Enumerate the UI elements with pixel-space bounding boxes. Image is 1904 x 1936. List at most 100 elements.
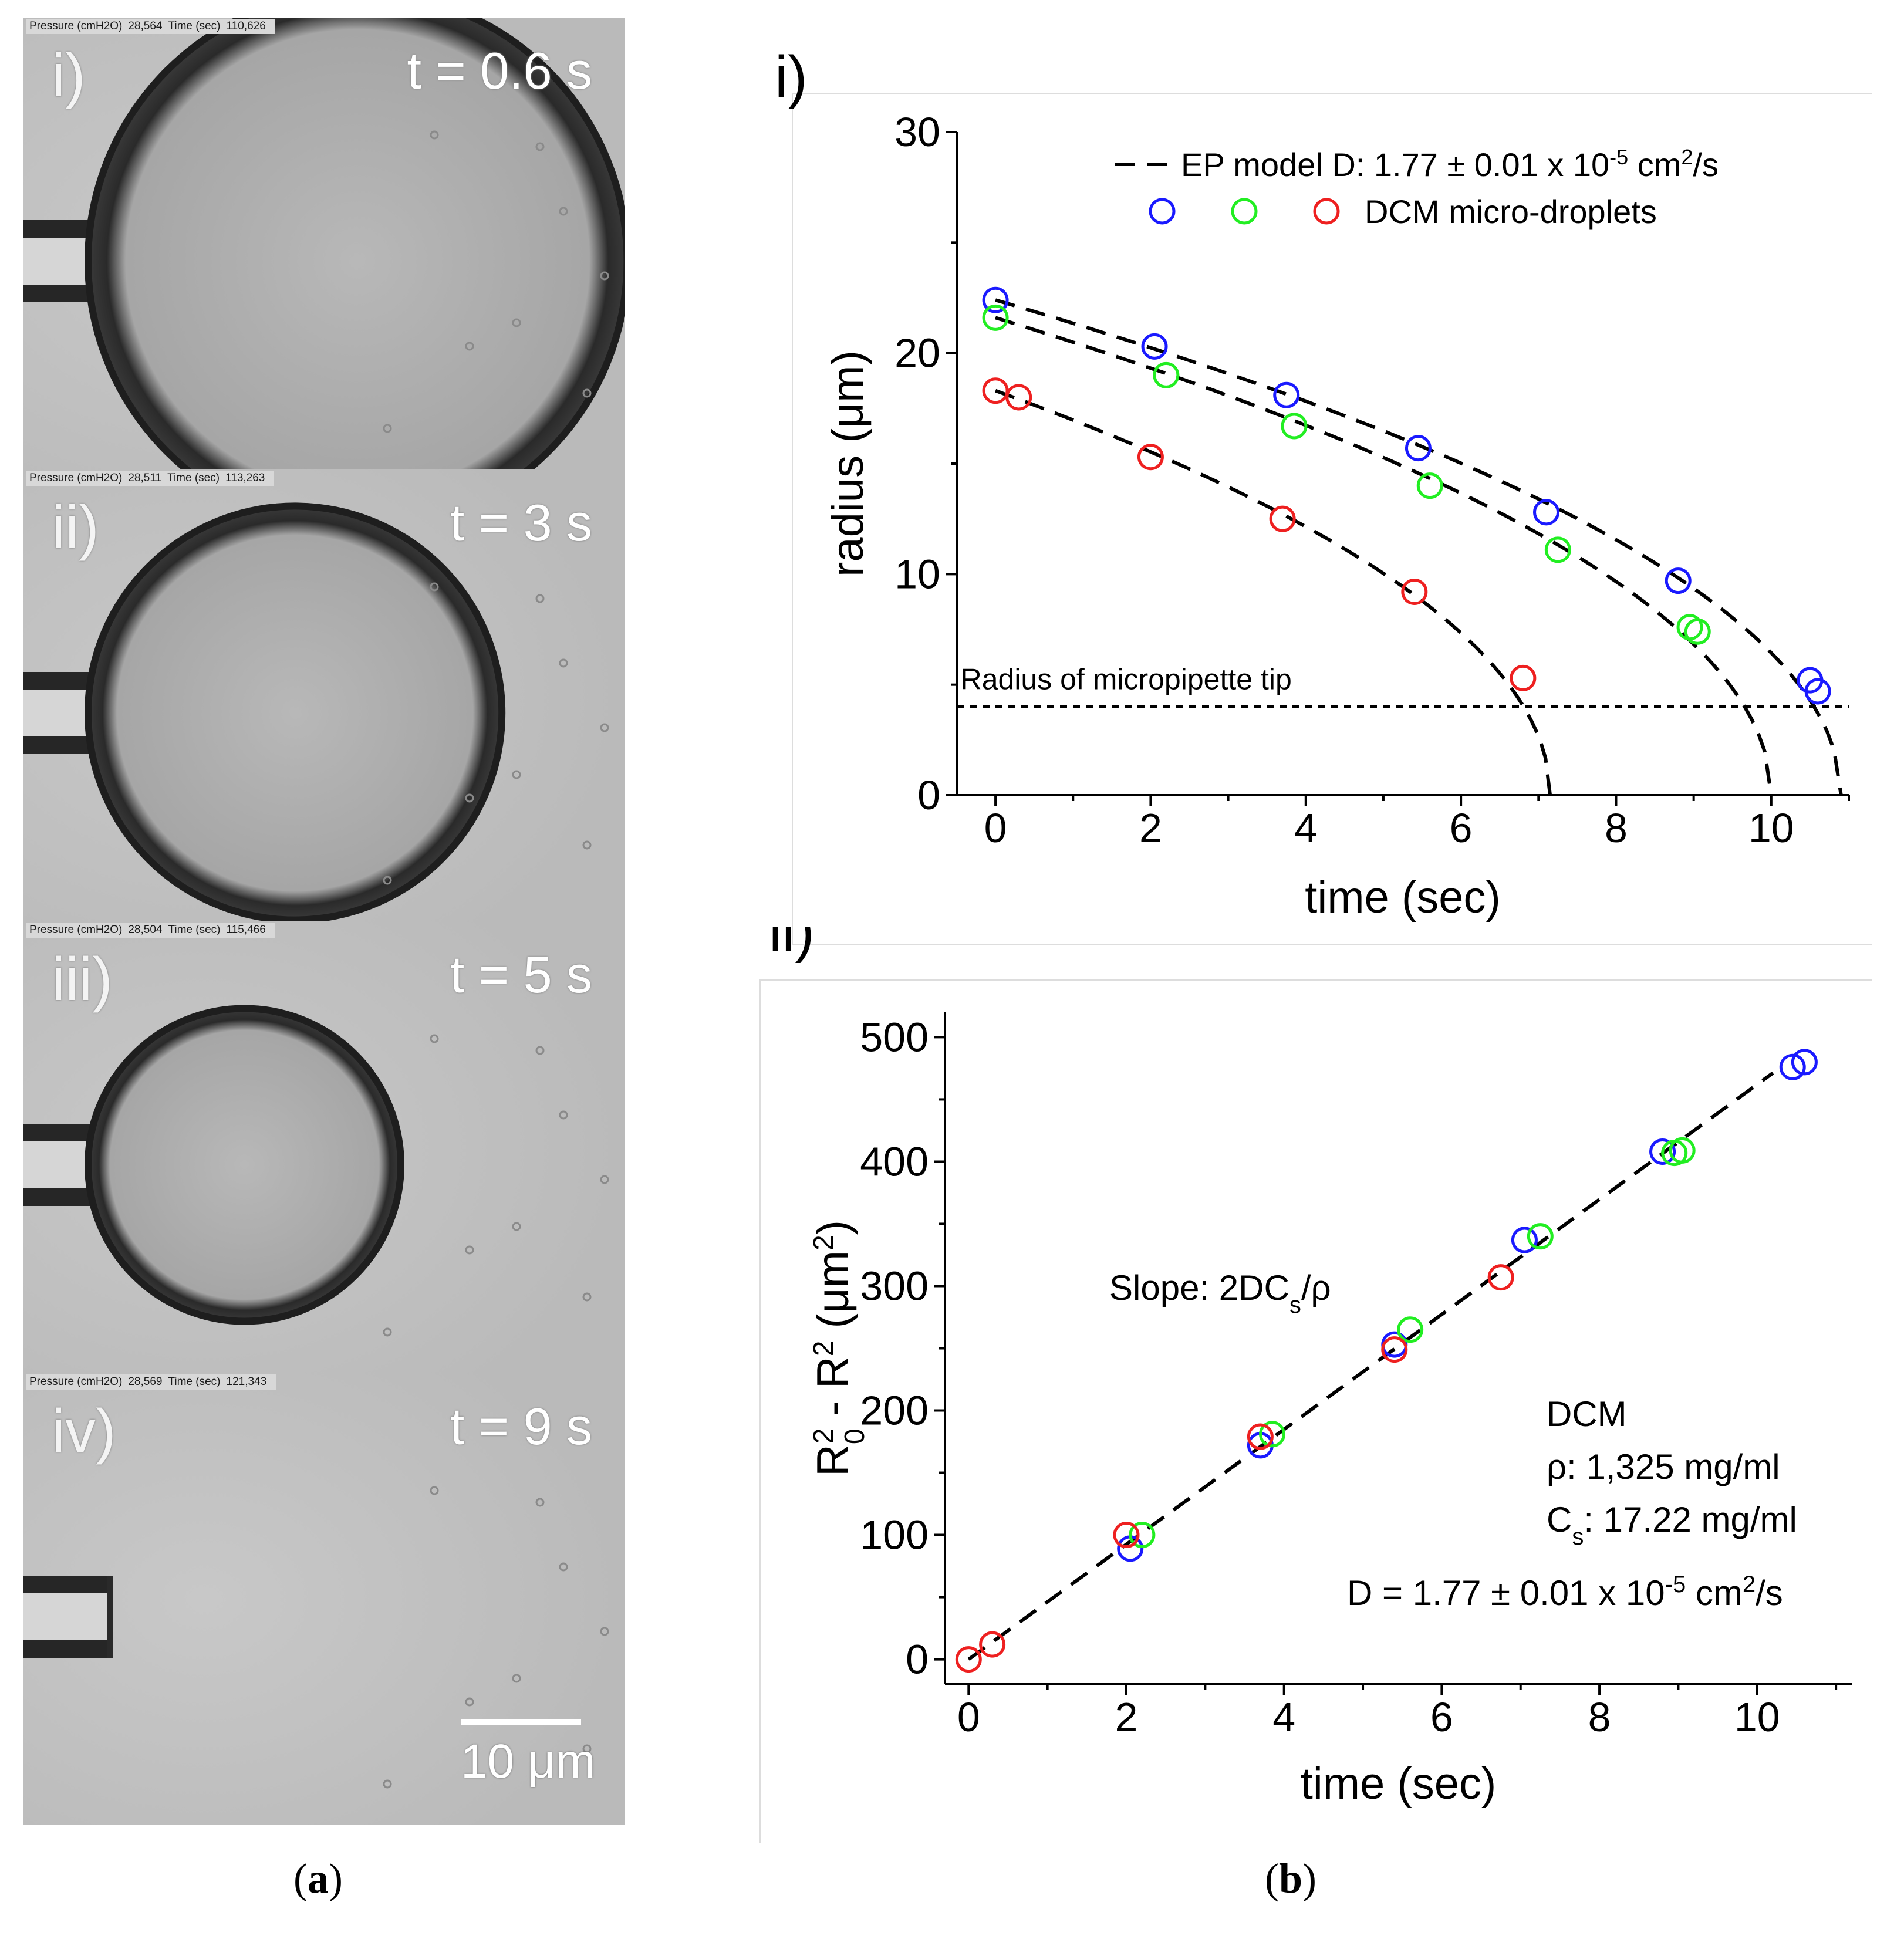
readout-time-label: Time (sec) <box>168 20 221 32</box>
micrograph-image <box>23 469 625 921</box>
debris-particle <box>465 1245 474 1255</box>
data-point <box>1141 333 1168 360</box>
y-tick-label: 500 <box>860 1014 929 1060</box>
data-point <box>1269 505 1296 532</box>
data-point <box>1684 618 1711 645</box>
data-point <box>982 304 1009 331</box>
readout-pressure-label: Pressure (cmH2O) <box>29 924 123 936</box>
debris-particle <box>383 424 392 433</box>
acquisition-readout: Pressure (cmH2O) 28,504 Time (sec) 115,466 <box>26 923 275 938</box>
data-point <box>1511 1227 1538 1253</box>
debris-particle <box>430 1486 439 1495</box>
y-axis-label: radius (μm) <box>823 350 873 577</box>
x-tick-label: 2 <box>1139 805 1162 851</box>
series-red <box>982 377 1537 691</box>
data-point <box>1281 413 1308 440</box>
micrograph-frame: Pressure (cmH2O) 28,564 Time (sec) 110,626 i… <box>23 18 625 469</box>
data-point <box>1247 1423 1274 1450</box>
data-point <box>1113 1522 1140 1549</box>
y-tick-label: 0 <box>906 1637 929 1682</box>
y-tick-label: 0 <box>917 772 940 818</box>
debris-particle <box>383 1779 392 1789</box>
acquisition-readout: Pressure (cmH2O) 28,564 Time (sec) 110,626 <box>26 19 275 34</box>
x-tick-label: 4 <box>1294 805 1317 851</box>
x-axis-label: time (sec) <box>1301 1759 1497 1809</box>
caption-b-letter: b <box>1278 1855 1303 1902</box>
info-solvent: DCM <box>1547 1394 1627 1434</box>
data-point <box>1544 536 1571 563</box>
legend-marker-green <box>1231 198 1258 225</box>
linear-fit-line <box>967 1071 1774 1661</box>
frame-label: i) <box>52 42 86 110</box>
series-green <box>1129 1137 1696 1549</box>
micropipette-lumen <box>23 1593 112 1640</box>
data-point <box>1137 444 1164 471</box>
radius-vs-time-chart: 0 2 4 6 8 10 0 10 20 30 i) Radius of micropipette t… <box>775 44 1872 945</box>
data-point <box>1416 472 1443 499</box>
x-axis-label: time (sec) <box>1305 873 1501 923</box>
readout-time-label: Time (sec) <box>168 1376 221 1388</box>
debris-particle <box>600 1627 609 1636</box>
data-point <box>1804 678 1831 705</box>
readout-pressure-label: Pressure (cmH2O) <box>29 1376 123 1388</box>
frame-time-label: t = 3 s <box>450 494 592 552</box>
x-tick-label: 0 <box>984 805 1007 851</box>
x-tick-label: 2 <box>1115 1694 1138 1740</box>
legend-model-text: EP model D: 1.77 ± 0.01 x 10-5 cm2/s <box>1181 145 1719 184</box>
debris-particle <box>559 207 568 216</box>
data-point <box>1649 1138 1676 1165</box>
frame-label: iv) <box>52 1397 116 1465</box>
droplet <box>85 1005 404 1325</box>
data-point <box>1533 499 1560 526</box>
data-point <box>1129 1522 1156 1549</box>
data-point <box>1791 1049 1818 1076</box>
legend-marker-blue <box>1149 198 1176 225</box>
readout-time-value: 113,263 <box>225 472 265 484</box>
readout-time-label: Time (sec) <box>168 924 221 936</box>
data-point <box>1273 381 1300 408</box>
data-point <box>1153 361 1180 388</box>
series-red <box>955 1264 1514 1673</box>
y-tick-label: 100 <box>860 1512 929 1558</box>
debris-particle <box>430 1034 439 1043</box>
data-point <box>1487 1264 1514 1291</box>
debris-particle <box>512 1674 521 1683</box>
readout-time-value: 110,626 <box>226 20 266 32</box>
y-tick-label: 30 <box>894 109 940 155</box>
threshold-label: Radius of micropipette tip <box>961 663 1292 695</box>
micropipette-wall <box>23 1576 112 1593</box>
debris-particle <box>383 876 392 885</box>
frame-time-label: t = 0.6 s <box>407 42 592 100</box>
y-tick-label: 400 <box>860 1138 929 1184</box>
readout-pressure-value: 28,564 <box>128 20 163 32</box>
x-tick-label: 10 <box>1748 805 1794 851</box>
image-background <box>23 1373 625 1825</box>
debris-particle <box>512 318 521 327</box>
readout-time-label: Time (sec) <box>167 472 220 484</box>
debris-particle <box>535 594 545 603</box>
droplet <box>85 502 506 921</box>
debris-particle <box>600 271 609 281</box>
debris-particle <box>559 658 568 668</box>
x-tick-label: 8 <box>1605 805 1628 851</box>
debris-particle <box>582 1292 592 1302</box>
y-axis-label: R02 - R2 (μm2) <box>808 1220 870 1477</box>
droplet <box>85 18 625 469</box>
legend-series-text: DCM micro-droplets <box>1365 193 1657 230</box>
data-point <box>1665 567 1692 594</box>
debris-particle <box>430 130 439 140</box>
data-point <box>955 1646 982 1673</box>
debris-particle <box>430 582 439 592</box>
data-point <box>982 286 1009 313</box>
debris-particle <box>465 793 474 803</box>
model-fit-curve <box>995 298 1843 796</box>
caption-b: (b) <box>1265 1855 1317 1902</box>
readout-pressure-value: 28,569 <box>128 1376 163 1388</box>
debris-particle <box>582 840 592 850</box>
x-tick-label: 4 <box>1272 1694 1295 1740</box>
readout-pressure-value: 28,504 <box>128 924 163 936</box>
caption-a: (a) <box>293 1855 343 1902</box>
micrograph-frame: Pressure (cmH2O) 28,569 Time (sec) 121,343 i… <box>23 1373 625 1825</box>
data-point <box>979 1631 1006 1658</box>
